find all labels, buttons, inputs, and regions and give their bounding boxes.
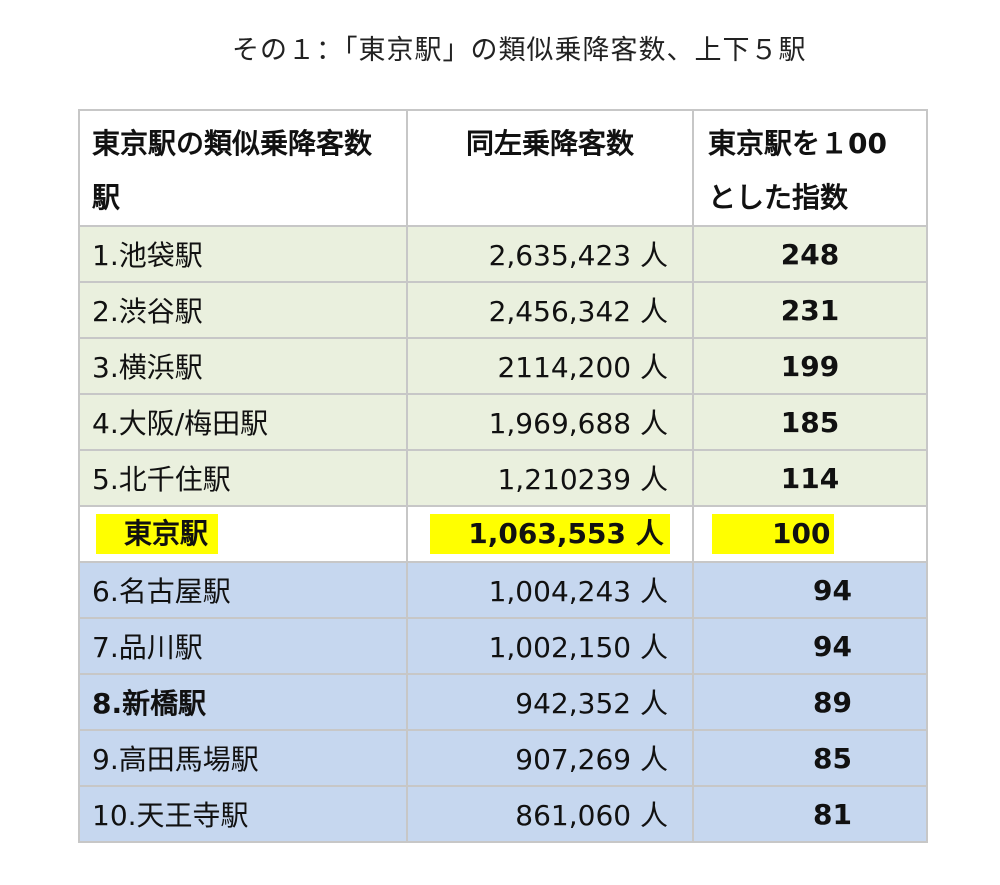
tokyo-passenger-count: 1,063,553 人: [430, 514, 670, 554]
tokyo-row: 東京駅 1,063,553 人 100: [78, 505, 928, 563]
station-name: 3.横浜駅: [78, 337, 408, 395]
table-row: 2.渋谷駅 2,456,342 人 231: [78, 281, 928, 339]
table-row: 3.横浜駅 2114,200 人 199: [78, 337, 928, 395]
index-value: 248: [692, 225, 928, 283]
table-row: 9.高田馬場駅 907,269 人 85: [78, 729, 928, 787]
index-value: 231: [692, 281, 928, 339]
tokyo-index-cell: 100: [692, 505, 928, 563]
index-value: 94: [692, 617, 928, 675]
table-row: 8.新橋駅 942,352 人 89: [78, 673, 928, 731]
tokyo-station-name: 東京駅: [96, 514, 219, 554]
station-name: 10.天王寺駅: [78, 785, 408, 843]
index-value: 89: [692, 673, 928, 731]
passenger-count: 942,352 人: [406, 673, 694, 731]
table-header-row: 東京駅の類似乗降客数駅 同左乗降客数 東京駅を１00とした指数: [78, 109, 928, 227]
station-name: 9.高田馬場駅: [78, 729, 408, 787]
table-row: 4.大阪/梅田駅 1,969,688 人 185: [78, 393, 928, 451]
station-name: 7.品川駅: [78, 617, 408, 675]
station-name: 1.池袋駅: [78, 225, 408, 283]
station-name: 5.北千住駅: [78, 449, 408, 507]
passenger-count: 1,210239 人: [406, 449, 694, 507]
passenger-count: 2,456,342 人: [406, 281, 694, 339]
index-value: 185: [692, 393, 928, 451]
index-value: 85: [692, 729, 928, 787]
index-value: 81: [692, 785, 928, 843]
page-title: その１：「東京駅」の類似乗降客数、上下５駅: [232, 35, 807, 66]
station-name: 6.名古屋駅: [78, 561, 408, 619]
header-index: 東京駅を１00とした指数: [692, 109, 928, 227]
station-table: 東京駅の類似乗降客数駅 同左乗降客数 東京駅を１00とした指数 1.池袋駅 2,…: [78, 109, 928, 843]
station-name: 8.新橋駅: [78, 673, 408, 731]
station-name: 2.渋谷駅: [78, 281, 408, 339]
index-value: 114: [692, 449, 928, 507]
table-row: 6.名古屋駅 1,004,243 人 94: [78, 561, 928, 619]
header-passengers: 同左乗降客数: [406, 109, 694, 227]
passenger-count: 1,004,243 人: [406, 561, 694, 619]
table-row: 7.品川駅 1,002,150 人 94: [78, 617, 928, 675]
table-row: 10.天王寺駅 861,060 人 81: [78, 785, 928, 843]
table-row: 1.池袋駅 2,635,423 人 248: [78, 225, 928, 283]
tokyo-passengers-cell: 1,063,553 人: [406, 505, 694, 563]
table-row: 5.北千住駅 1,210239 人 114: [78, 449, 928, 507]
passenger-count: 1,969,688 人: [406, 393, 694, 451]
tokyo-station-cell: 東京駅: [78, 505, 408, 563]
passenger-count: 2,635,423 人: [406, 225, 694, 283]
tokyo-index-value: 100: [712, 514, 835, 554]
index-value: 199: [692, 337, 928, 395]
station-name: 4.大阪/梅田駅: [78, 393, 408, 451]
passenger-count: 907,269 人: [406, 729, 694, 787]
header-station: 東京駅の類似乗降客数駅: [78, 109, 408, 227]
passenger-count: 861,060 人: [406, 785, 694, 843]
passenger-count: 1,002,150 人: [406, 617, 694, 675]
index-value: 94: [692, 561, 928, 619]
passenger-count: 2114,200 人: [406, 337, 694, 395]
